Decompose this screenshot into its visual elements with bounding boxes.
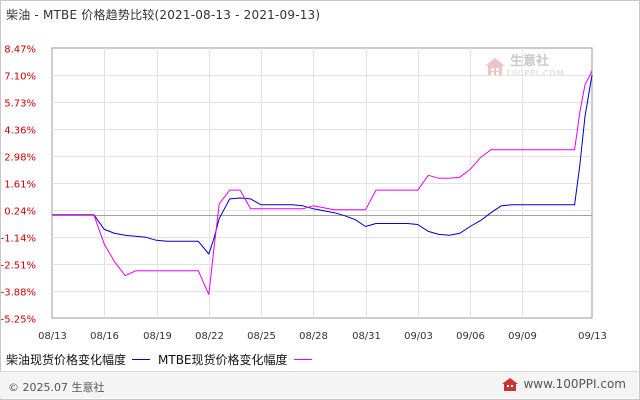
footer: © 2025.07 生意社 www.100PPI.com [0,372,638,398]
x-tick-label: 08/19 [143,331,172,342]
legend: 柴油现货价格变化幅度 MTBE现货价格变化幅度 [6,351,320,368]
y-tick-label: -2.51% [1,261,36,272]
x-tick-label: 08/31 [352,331,381,342]
x-tick-label: 08/28 [299,331,328,342]
y-tick-label: 2.98% [4,153,36,164]
mtbe-price-line [52,70,593,295]
x-tick-label: 09/09 [508,331,537,342]
watermark-name: 生意社 [510,54,550,69]
y-tick-label: -3.88% [1,288,36,299]
legend-diesel-swatch [132,359,151,360]
site-url[interactable]: www.100PPI.com [523,377,626,391]
x-tick-label: 08/22 [195,331,224,342]
copyright: © 2025.07 生意社 [8,381,105,394]
site-link[interactable]: www.100PPI.com [502,377,626,391]
legend-mtbe-label: MTBE现货价格变化幅度 [158,353,288,367]
y-tick-label: -5.25% [1,315,36,326]
x-tick-label: 09/03 [404,331,433,342]
footer-divider [0,371,638,372]
y-tick-label: -1.14% [1,234,36,245]
watermark: 生意社 100PPI.COM [484,55,565,78]
y-tick-label: 0.24% [4,207,36,218]
watermark-domain: 100PPI.COM [506,69,565,78]
x-tick-label: 08/16 [90,331,119,342]
diesel-price-line [52,74,593,255]
x-tick-label: 09/13 [578,331,607,342]
site-logo-icon [502,377,519,391]
watermark-logo-icon [485,57,505,76]
x-tick-label: 09/06 [456,331,485,342]
x-tick-label: 08/25 [247,331,276,342]
y-tick-label: 1.61% [4,180,36,191]
y-tick-label: 4.36% [4,126,36,137]
legend-mtbe-swatch [293,359,312,360]
chart-title: 柴油 - MTBE 价格趋势比较(2021-08-13 - 2021-09-13… [6,8,321,22]
legend-diesel-label: 柴油现货价格变化幅度 [6,353,127,367]
x-tick-label: 08/13 [38,331,67,342]
y-tick-label: 8.47% [4,45,36,56]
y-tick-label: 5.73% [4,99,36,110]
y-tick-label: 7.10% [4,72,36,83]
